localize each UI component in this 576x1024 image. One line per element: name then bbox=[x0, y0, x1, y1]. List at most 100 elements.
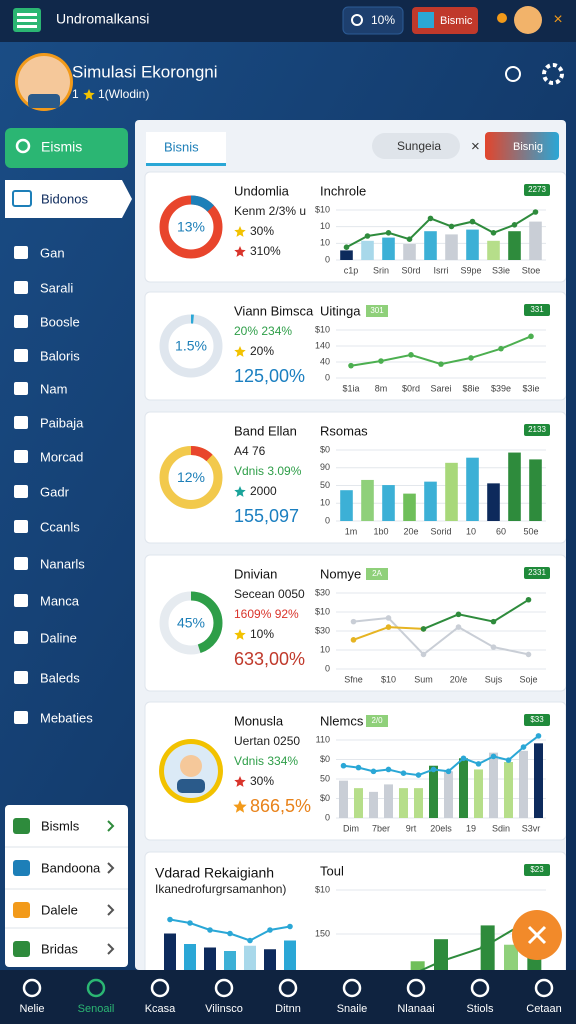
x-label: 7ber bbox=[372, 823, 390, 833]
search-pill[interactable] bbox=[342, 6, 404, 35]
rating: 1 bbox=[72, 87, 79, 101]
bar bbox=[529, 459, 542, 521]
card[interactable]: Monusla Uertan 0250 Vdnis 334% 30% 866,5% Nle… bbox=[144, 701, 566, 841]
line-point bbox=[528, 333, 534, 340]
avatar-body bbox=[28, 94, 60, 108]
sidebar-item[interactable]: Nam bbox=[40, 381, 67, 396]
donut-arc bbox=[159, 314, 223, 378]
sidebar-bottom-item[interactable]: Bridas bbox=[41, 941, 78, 956]
card[interactable]: 1.5% Viann Bimsca 20% 234% 20% 125,00% Uiting… bbox=[144, 291, 566, 401]
sidebar-item[interactable]: Baloris bbox=[40, 348, 80, 363]
item-icon bbox=[14, 594, 28, 607]
card[interactable]: 12% Band Ellan A4 76 Vdnis 3.09% 2000 155,097… bbox=[144, 411, 566, 544]
chart-title: Inchrole bbox=[320, 183, 366, 198]
tab-button[interactable]: Bisnig bbox=[513, 141, 543, 153]
nav-icon bbox=[534, 978, 554, 998]
y-label: 150 bbox=[315, 928, 330, 938]
close-icon[interactable]: × bbox=[553, 11, 562, 28]
tab-search[interactable]: Sungeia bbox=[397, 139, 441, 153]
sidebar-item[interactable]: Boosle bbox=[40, 314, 80, 329]
nav-icon bbox=[406, 978, 426, 998]
line-point bbox=[267, 927, 273, 933]
sidebar-item[interactable]: Manca bbox=[40, 593, 80, 608]
header-search[interactable] bbox=[505, 66, 521, 82]
nav-label[interactable]: Cetaan bbox=[526, 1003, 561, 1015]
chevron bbox=[107, 862, 115, 874]
star-icon bbox=[83, 89, 95, 100]
card-line: 866,5% bbox=[250, 796, 311, 816]
cards: 13% Undomlia Kenm 2/3% u 30% 310% Inchrole 227… bbox=[144, 171, 566, 1024]
x-label: 20els bbox=[430, 823, 452, 833]
nav-label[interactable]: Nelie bbox=[19, 1003, 44, 1015]
sidebar-item[interactable]: Baleds bbox=[40, 670, 80, 685]
sidebar-bottom-item[interactable]: Dalele bbox=[41, 902, 78, 917]
x-label: $1ia bbox=[342, 383, 359, 393]
line-point bbox=[350, 618, 357, 625]
bar bbox=[403, 244, 416, 260]
line-point bbox=[490, 618, 497, 625]
settings[interactable] bbox=[542, 63, 564, 85]
sidebar-item[interactable]: Daline bbox=[40, 630, 77, 645]
bar bbox=[369, 791, 378, 818]
card-title: Undomlia bbox=[234, 183, 290, 198]
line-point bbox=[490, 644, 497, 650]
bar bbox=[459, 758, 468, 818]
chart-badge-label: 2331 bbox=[528, 568, 546, 577]
item-icon bbox=[14, 485, 28, 498]
card-title: Band Ellan bbox=[234, 423, 297, 438]
sidebar-bottom-item[interactable]: Bismls bbox=[41, 818, 80, 833]
line-point bbox=[468, 355, 474, 361]
card-line: Uertan 0250 bbox=[234, 734, 300, 748]
y-label: $10 bbox=[315, 324, 330, 334]
sidebar-item[interactable]: Nanarls bbox=[40, 556, 85, 571]
sidebar-item[interactable]: Ccanls bbox=[40, 519, 80, 534]
line-point bbox=[167, 916, 173, 923]
nav-label[interactable]: Nlanaai bbox=[397, 1003, 434, 1015]
line bbox=[353, 616, 529, 656]
card[interactable]: 13% Undomlia Kenm 2/3% u 30% 310% Inchrole 227… bbox=[144, 171, 566, 283]
x-label: $3ie bbox=[522, 383, 539, 393]
nav-label[interactable]: Senoail bbox=[78, 1003, 115, 1015]
chart-title: Rsomas bbox=[320, 423, 368, 438]
x-label: 9rt bbox=[406, 823, 417, 833]
nav-icon bbox=[342, 978, 362, 998]
nav-label[interactable]: Ditnn bbox=[275, 1003, 301, 1015]
x-label: 50e bbox=[523, 526, 538, 536]
avatar-small[interactable] bbox=[514, 6, 542, 34]
tab-close[interactable]: × bbox=[471, 138, 480, 155]
chart-badge-label: 2133 bbox=[528, 425, 546, 434]
active-tab[interactable] bbox=[146, 132, 226, 166]
nav-label[interactable]: Kcasa bbox=[145, 1003, 176, 1015]
key-icon[interactable] bbox=[497, 13, 507, 23]
sidebar-search[interactable] bbox=[5, 128, 128, 168]
sidebar-item[interactable]: Mebaties bbox=[40, 710, 93, 725]
y-label: 50 bbox=[320, 773, 330, 783]
line-point bbox=[247, 937, 253, 944]
chevron bbox=[107, 943, 115, 955]
card-line: Vdnis 334% bbox=[234, 754, 298, 768]
card[interactable]: 45% Dnivian Secean 0050 1609% 92% 10% 633,00%… bbox=[144, 554, 566, 692]
bar bbox=[534, 743, 543, 818]
card-line: 20% bbox=[250, 344, 274, 358]
donut-label: 1.5% bbox=[175, 338, 207, 354]
line-point bbox=[385, 615, 392, 621]
sidebar-bottom-item[interactable]: Bandoona bbox=[41, 860, 101, 875]
chart-tag-label: 2A bbox=[372, 569, 382, 578]
sidebar-item[interactable]: Gan bbox=[40, 245, 65, 260]
item-icon bbox=[14, 315, 28, 328]
sidebar-item[interactable]: Morcad bbox=[40, 449, 83, 464]
nav-label[interactable]: Stiols bbox=[467, 1003, 494, 1015]
bar bbox=[489, 752, 498, 818]
nav-label[interactable]: Vilinsco bbox=[205, 1003, 243, 1015]
tab-button[interactable] bbox=[485, 132, 559, 160]
badge-label[interactable]: Bismic bbox=[440, 15, 473, 27]
sidebar-item[interactable]: Sarali bbox=[40, 280, 73, 295]
selected-item[interactable] bbox=[5, 180, 132, 218]
tab-search[interactable] bbox=[372, 133, 460, 159]
nav-label[interactable]: Snaile bbox=[337, 1003, 368, 1015]
sidebar-item[interactable]: Gadr bbox=[40, 484, 70, 499]
line-point bbox=[385, 624, 392, 630]
sidebar-item[interactable]: Paibaja bbox=[40, 415, 84, 430]
tab-active[interactable]: Bisnis bbox=[164, 139, 199, 154]
